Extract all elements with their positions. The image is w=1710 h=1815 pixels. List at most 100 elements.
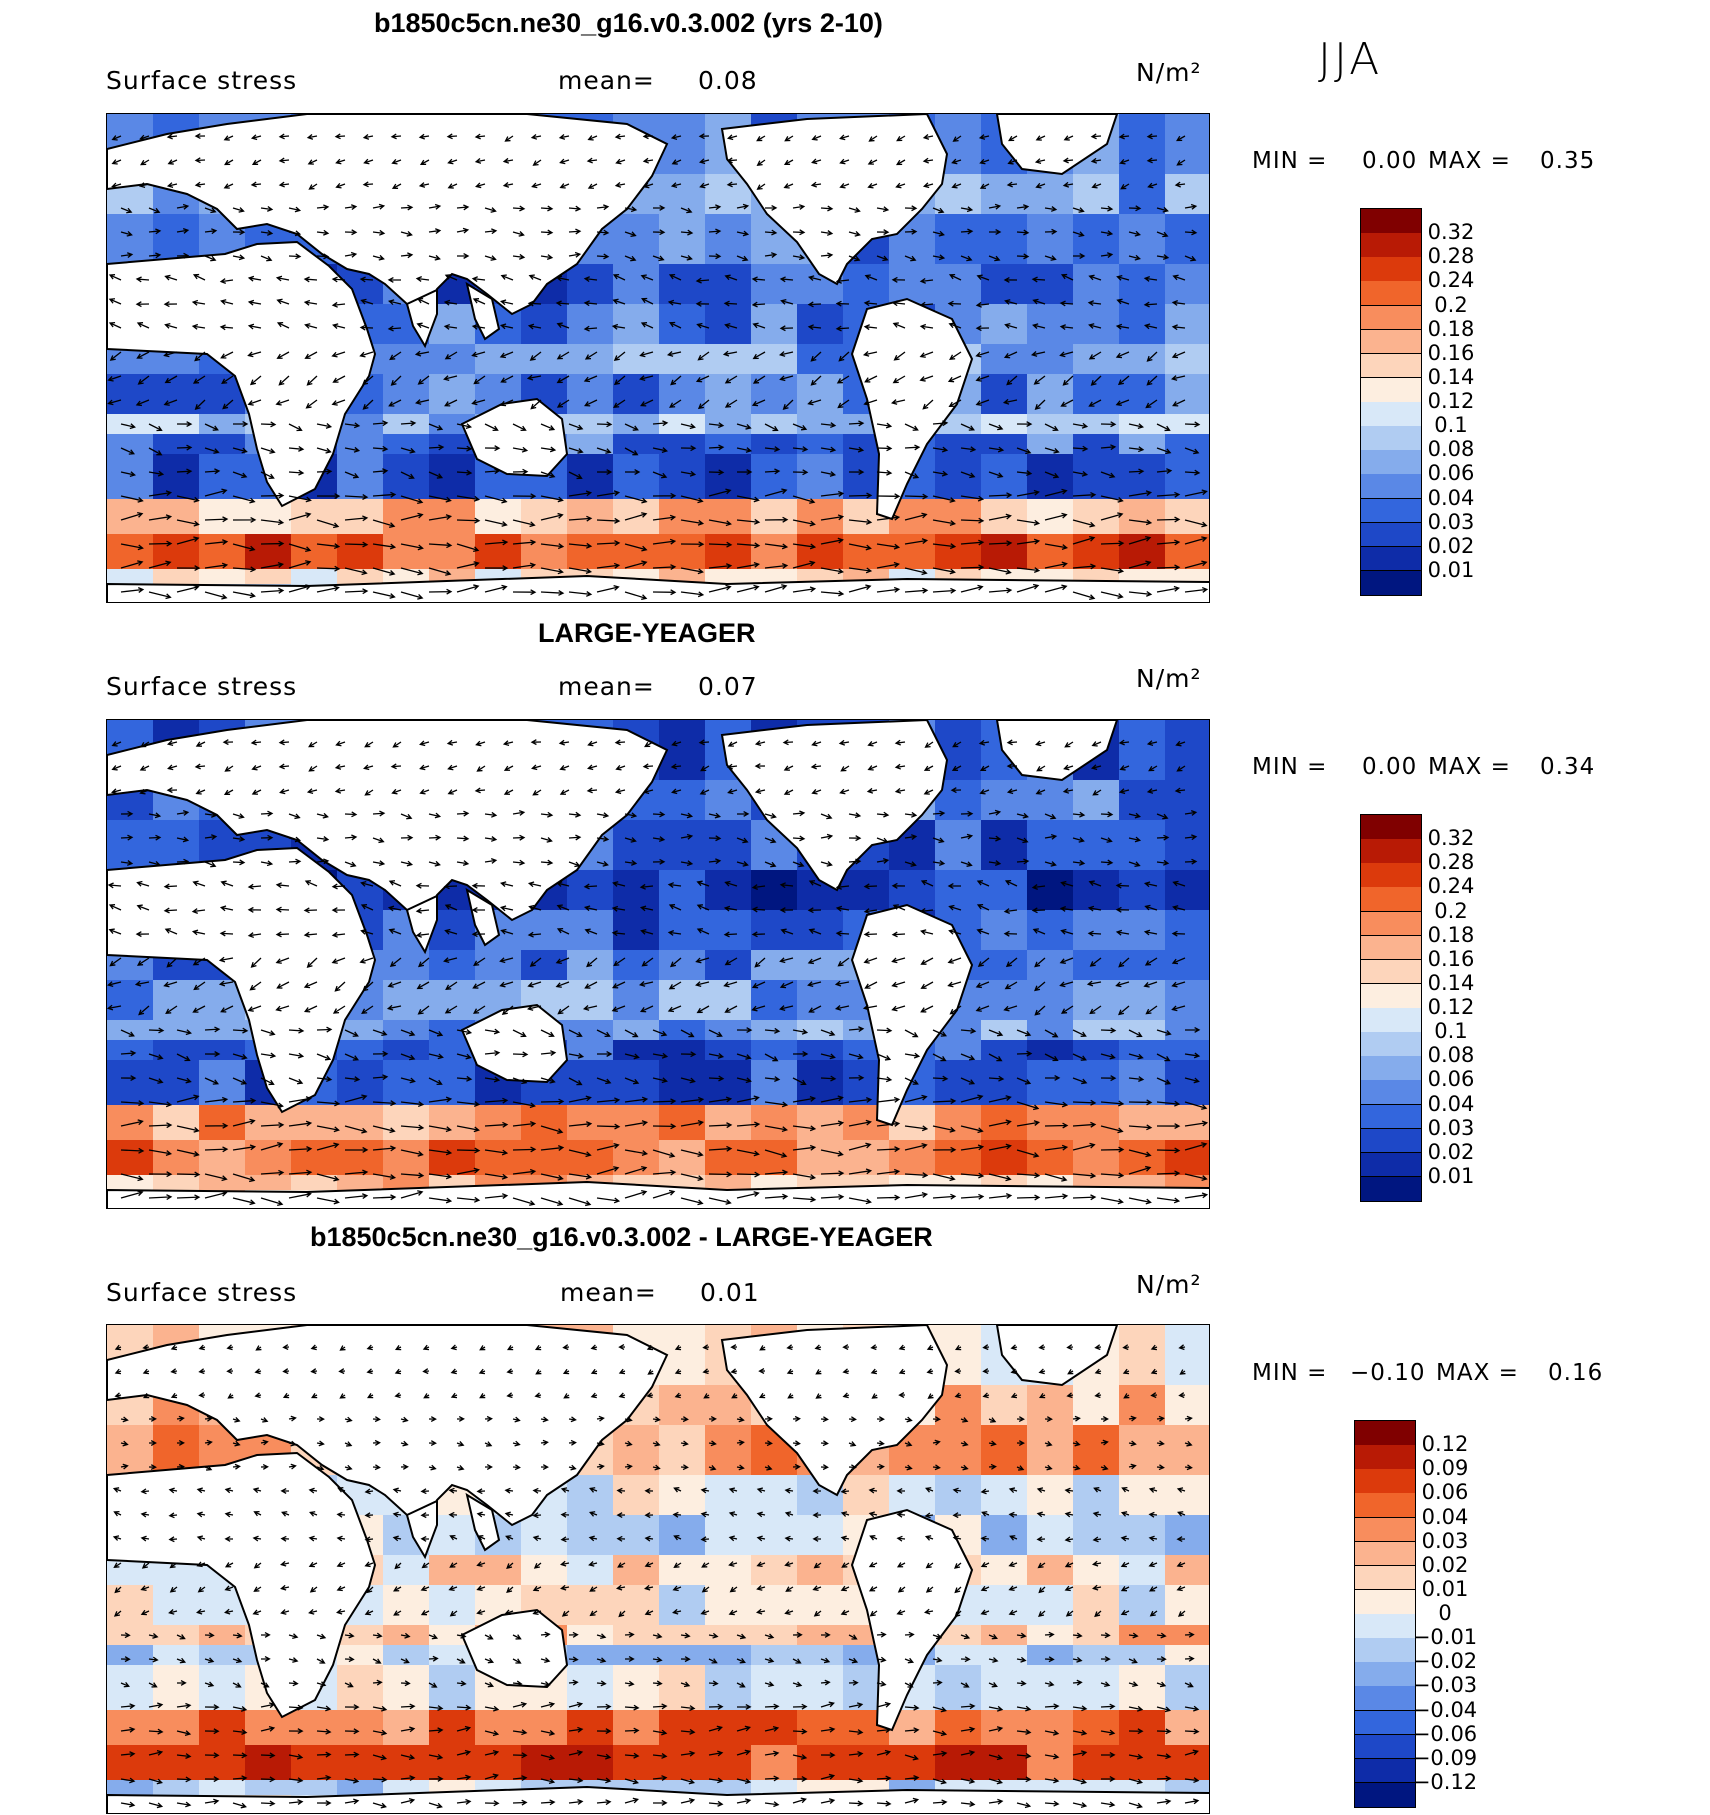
stress-arrow <box>1171 1005 1186 1012</box>
panel-3-variable: Surface stress <box>106 1278 298 1307</box>
stress-arrow <box>870 1368 878 1375</box>
stress-arrow <box>568 205 582 212</box>
stress-arrow <box>280 1488 290 1494</box>
panel-1-max-label: MAX = <box>1428 148 1511 174</box>
field-cell <box>1027 414 1074 435</box>
field-cell <box>659 1040 706 1061</box>
field-cell <box>1027 1625 1074 1646</box>
stress-arrow <box>540 1778 556 1785</box>
stress-arrow <box>668 273 682 281</box>
stress-arrow <box>120 495 144 503</box>
stress-arrow <box>372 445 389 452</box>
stress-arrow <box>568 423 584 431</box>
stress-arrow <box>232 207 245 213</box>
stress-arrow <box>1146 133 1158 140</box>
stress-arrow <box>1184 447 1200 455</box>
stress-arrow <box>1044 1029 1059 1038</box>
stress-arrow <box>192 1005 206 1013</box>
field-cell <box>107 1060 154 1106</box>
stress-arrow <box>540 471 556 479</box>
stress-arrow <box>176 1194 201 1201</box>
field-cell <box>429 1555 476 1586</box>
field-cell <box>889 1475 936 1516</box>
stress-arrow <box>392 1511 402 1518</box>
stress-arrow <box>255 1345 262 1351</box>
field-cell <box>1073 1475 1120 1516</box>
stress-arrow <box>669 399 682 408</box>
stress-arrow <box>896 135 906 142</box>
stress-arrow <box>792 835 806 842</box>
stress-arrow <box>344 811 358 818</box>
stress-arrow <box>1100 1146 1125 1153</box>
field-cell <box>383 414 430 435</box>
stress-arrow <box>724 323 738 329</box>
stress-arrow <box>484 519 508 527</box>
stress-arrow <box>344 861 357 868</box>
stress-arrow <box>699 789 710 795</box>
field-cell <box>613 950 660 981</box>
stress-arrow <box>726 157 738 164</box>
stress-arrow <box>960 1750 976 1756</box>
stress-arrow <box>422 1368 430 1375</box>
stress-arrow <box>863 399 878 406</box>
panel-3-title: b1850c5cn.ne30_g16.v0.3.002 - LARGE-YEAG… <box>310 1222 933 1252</box>
stress-arrow <box>1016 1465 1025 1471</box>
field-cell <box>1073 344 1120 375</box>
stress-arrow <box>113 1610 122 1617</box>
stress-arrow <box>820 1149 844 1157</box>
stress-arrow <box>1003 908 1018 914</box>
stress-arrow <box>895 182 906 189</box>
stress-arrow <box>904 1077 919 1085</box>
stress-arrow <box>876 1631 887 1638</box>
stress-arrow <box>615 764 626 771</box>
stress-arrow <box>871 1393 878 1399</box>
stress-arrow <box>1016 1416 1025 1423</box>
stress-arrow <box>388 880 402 887</box>
stress-arrow <box>1034 957 1046 968</box>
stress-arrow <box>820 514 845 521</box>
stress-arrow <box>792 1144 817 1151</box>
stress-arrow <box>708 1465 717 1471</box>
stress-arrow <box>708 541 733 548</box>
stress-arrow <box>1072 1656 1083 1663</box>
stress-arrow <box>288 469 305 476</box>
stress-arrow <box>1016 1172 1041 1179</box>
stress-arrow <box>1128 1681 1139 1688</box>
stress-arrow <box>652 514 677 521</box>
field-cell <box>1119 1585 1166 1626</box>
stress-arrow <box>1156 1053 1171 1062</box>
stress-arrow <box>331 883 346 890</box>
stress-arrow <box>344 471 360 479</box>
stress-arrow <box>876 1701 892 1708</box>
stress-arrow <box>810 763 822 770</box>
stress-arrow <box>923 1608 934 1615</box>
stress-arrow <box>652 1098 677 1105</box>
stress-arrow <box>947 375 962 383</box>
stress-arrow <box>673 1487 682 1493</box>
stress-arrow <box>624 1166 648 1175</box>
stress-arrow <box>170 1392 178 1399</box>
stress-arrow <box>137 375 150 385</box>
stress-arrow <box>1100 1172 1125 1179</box>
stress-arrow <box>364 1561 374 1568</box>
stress-arrow <box>456 1053 472 1060</box>
stress-arrow <box>260 1631 271 1638</box>
stress-arrow <box>589 1610 598 1617</box>
continent-outline <box>995 114 1119 176</box>
stress-arrow <box>680 470 697 477</box>
stress-arrow <box>344 204 358 210</box>
stress-arrow <box>700 765 710 772</box>
stress-arrow <box>904 1052 921 1059</box>
stress-arrow <box>1088 399 1102 407</box>
stress-arrow <box>512 253 526 260</box>
stress-arrow <box>726 763 738 770</box>
stress-arrow <box>372 1050 389 1057</box>
stress-arrow <box>400 1440 409 1447</box>
stress-arrow <box>1072 535 1096 545</box>
stress-arrow <box>568 542 593 549</box>
stress-arrow <box>344 1656 355 1663</box>
stress-arrow <box>1016 253 1030 260</box>
map-svg <box>107 1325 1209 1813</box>
stress-arrow <box>512 205 526 212</box>
stress-arrow <box>583 276 598 283</box>
